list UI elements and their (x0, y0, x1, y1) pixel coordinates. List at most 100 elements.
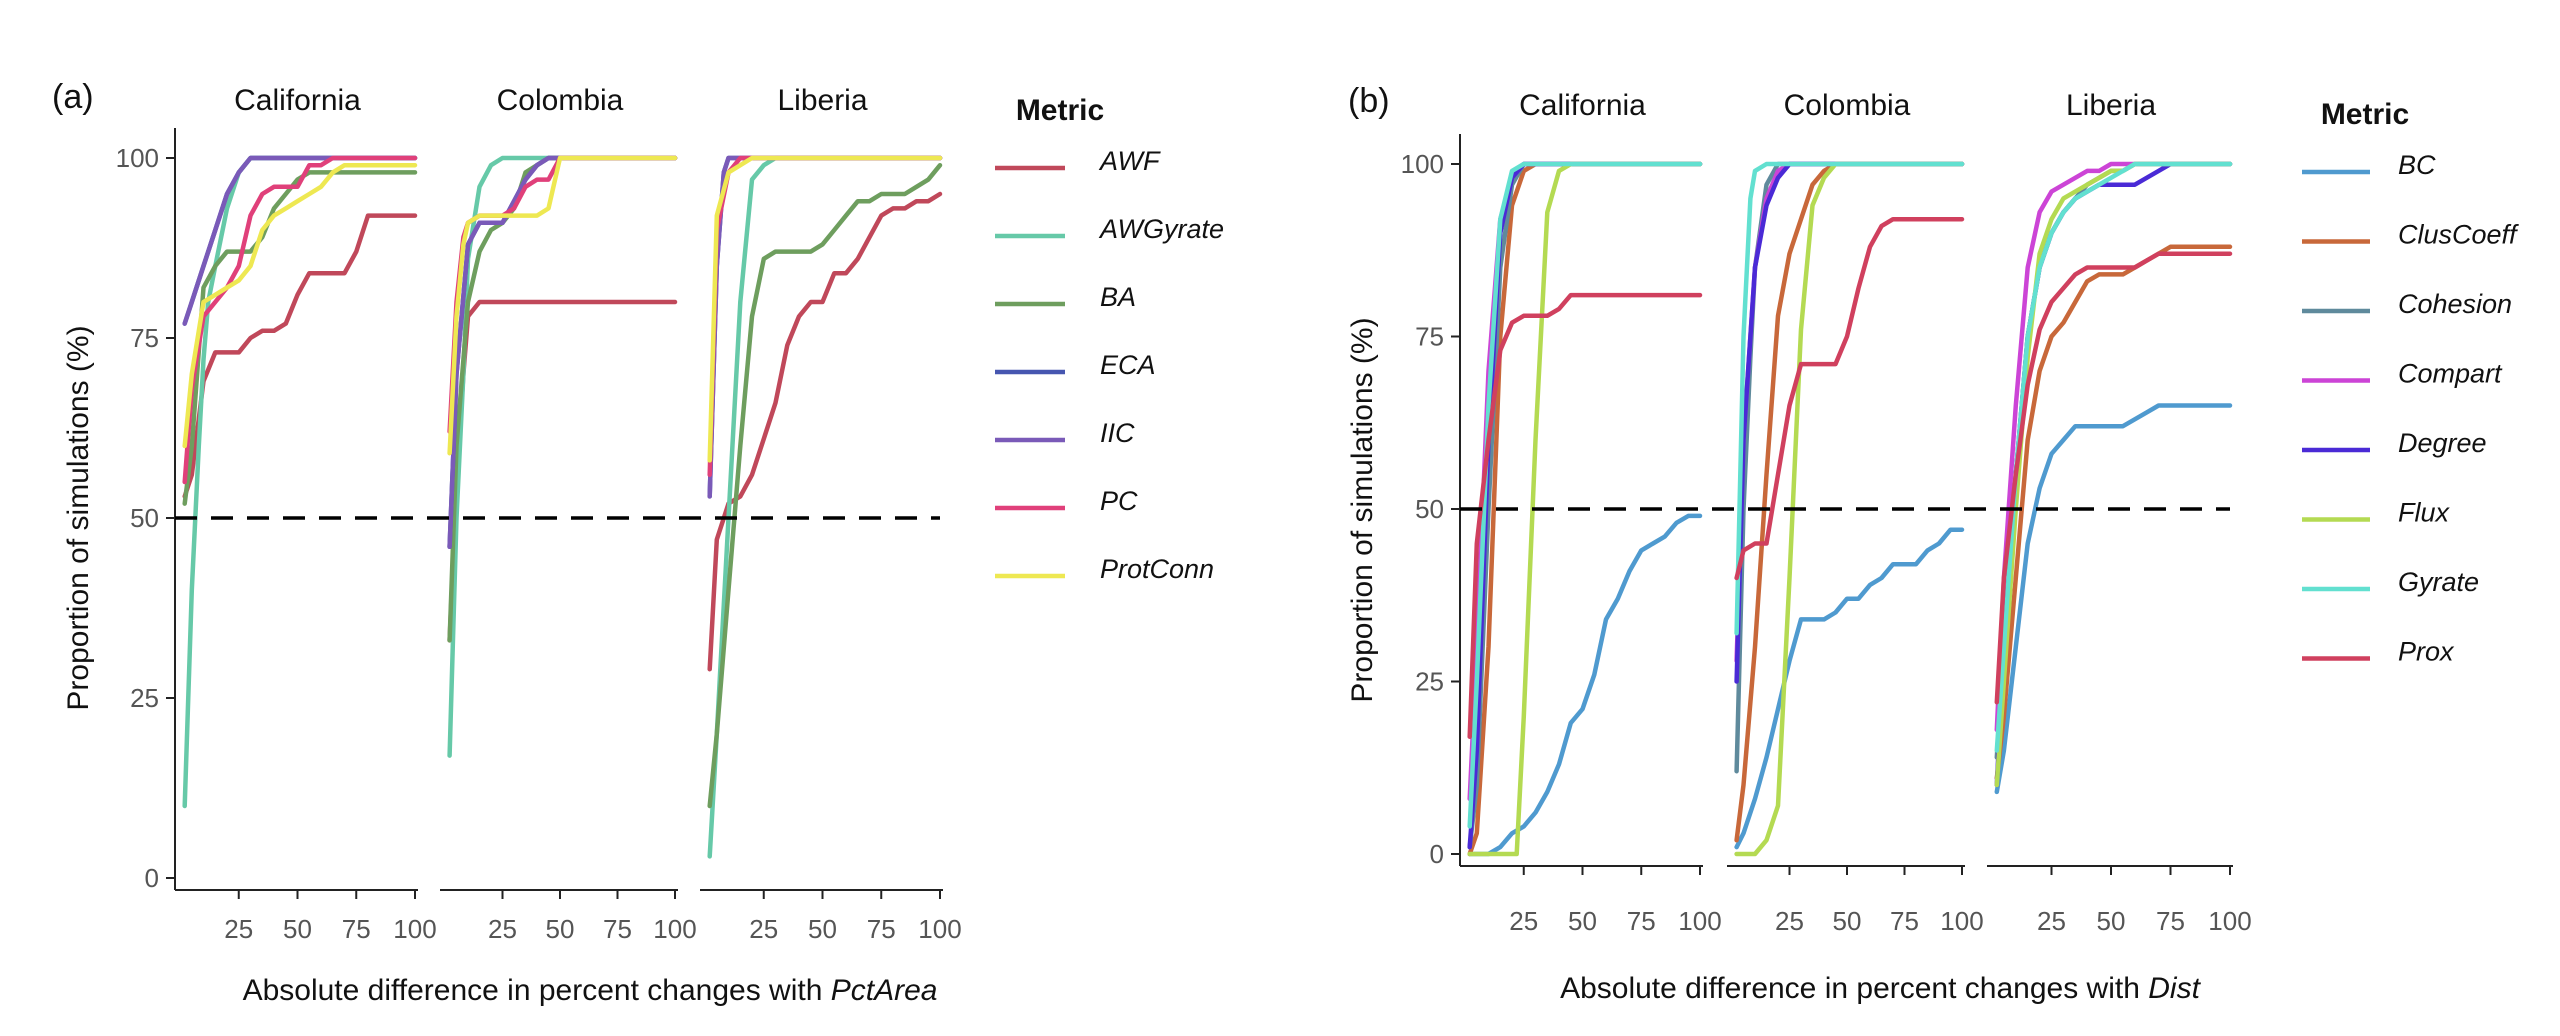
x-tick-label: 25 (224, 914, 253, 944)
series-line-protconn (447, 155, 678, 456)
x-tick-label: 100 (653, 914, 696, 944)
y-tick-label: 75 (1415, 322, 1444, 352)
series-line-awf (182, 213, 418, 499)
series-line-prox (1467, 292, 1703, 739)
legend-label: ProtConn (1100, 554, 1214, 584)
legend-label: BA (1100, 282, 1136, 312)
series-line-awf (447, 299, 678, 643)
x-tick-label: 100 (2208, 906, 2251, 936)
x-axis-title-variable: PctArea (831, 974, 938, 1007)
facet-california: California 25 50 75 100 (175, 84, 437, 944)
legend-label: AWF (1098, 146, 1161, 176)
legend-label: Prox (2398, 637, 2455, 667)
x-tick-label: 25 (488, 914, 517, 944)
legend-title: Metric (2321, 98, 2409, 131)
series-line-awf (707, 191, 943, 672)
series-line-protconn (707, 155, 943, 463)
legend: Metric AWF AWGyrate BA ECA IIC PC ProtConn (995, 94, 1224, 584)
x-tick-label: 25 (1509, 906, 1538, 936)
facet-california: California 25 50 75 100 (1460, 89, 1722, 936)
x-tick-label: 50 (2097, 906, 2126, 936)
legend: Metric BC ClusCoeff Cohesion Compart Degree Fl… (2302, 98, 2519, 667)
legend-label: Flux (2398, 498, 2451, 528)
facet-title: Liberia (777, 84, 867, 117)
x-tick-label: 75 (342, 914, 371, 944)
legend-label: Compart (2398, 359, 2503, 389)
series-line-cohesion (1467, 161, 1703, 850)
facet-title: Colombia (1784, 89, 1911, 122)
y-axis-title: Proportion of simulations (%) (62, 325, 95, 710)
legend-label: PC (1100, 486, 1138, 516)
y-tick-label: 50 (130, 503, 159, 533)
y-tick-label: 75 (130, 323, 159, 353)
panel-label: (a) (52, 78, 94, 116)
x-tick-label: 50 (1568, 906, 1597, 936)
series-line-cluscoeff (1994, 244, 2233, 781)
x-tick-label: 75 (1890, 906, 1919, 936)
legend-label: IIC (1100, 418, 1135, 448)
legend-label: Cohesion (2398, 289, 2512, 319)
series-line-awgyrate (182, 155, 418, 809)
series-line-bc (1467, 513, 1703, 857)
x-axis-title-text: Absolute difference in percent changes w… (243, 974, 831, 1007)
x-tick-label: 50 (1833, 906, 1862, 936)
facet-title: California (234, 84, 361, 117)
series-line-ba (707, 162, 943, 809)
x-tick-label: 75 (1627, 906, 1656, 936)
facet-colombia: Colombia 25 50 75 100 (1727, 89, 1984, 936)
facet-liberia: Liberia 25 50 75 100 (700, 84, 962, 944)
series-line-pc (447, 155, 678, 434)
x-tick-label: 75 (603, 914, 632, 944)
x-tick-label: 100 (393, 914, 436, 944)
y-tick-label: 25 (130, 683, 159, 713)
y-tick-label: 50 (1415, 494, 1444, 524)
legend-label: Gyrate (2398, 567, 2479, 597)
series-line-prox (1994, 251, 2233, 705)
facet-title: Liberia (2066, 89, 2156, 122)
x-tick-label: 25 (749, 914, 778, 944)
x-tick-label: 50 (283, 914, 312, 944)
facet-title: Colombia (497, 84, 624, 117)
series-line-bc (1994, 403, 2233, 795)
legend-label: ClusCoeff (2398, 220, 2519, 250)
x-axis-title-variable: Dist (2148, 972, 2201, 1005)
facet-liberia: Liberia 25 50 75 100 (1987, 89, 2252, 936)
series-line-awgyrate (447, 155, 678, 758)
x-axis-title: Absolute difference in percent changes w… (243, 974, 938, 1007)
legend-title: Metric (1016, 94, 1104, 127)
series-line-cohesion (1734, 161, 1965, 774)
y-tick-label: 100 (116, 143, 159, 173)
chart-panel-a: (a) 0 25 50 75 100 Proportion of simulations (… (52, 78, 1224, 1007)
series-line-protconn (182, 162, 418, 449)
legend-label: Degree (2398, 428, 2487, 458)
series-line-pc (182, 155, 418, 485)
y-tick-label: 100 (1401, 149, 1444, 179)
series-line-compart (1994, 161, 2233, 733)
x-axis-title: Absolute difference in percent changes w… (1560, 972, 2201, 1005)
y-axis-title: Proportion of simulations (%) (1346, 317, 1379, 702)
chart-panel-b: (b) 0 25 50 75 100 Proportion of simulations (… (1346, 82, 2519, 1005)
legend-label: BC (2398, 150, 2436, 180)
facet-colombia: Colombia 25 50 75 100 (440, 84, 697, 944)
x-tick-label: 25 (2037, 906, 2066, 936)
series-line-degree (1467, 161, 1703, 850)
series-line-iic (182, 155, 418, 326)
y-tick-label: 0 (1430, 839, 1444, 869)
x-tick-label: 50 (546, 914, 575, 944)
x-tick-label: 100 (1940, 906, 1983, 936)
x-axis-title-text: Absolute difference in percent changes w… (1560, 972, 2148, 1005)
y-tick-label: 0 (145, 863, 159, 893)
series-line-awgyrate (707, 155, 943, 859)
series-line-ba (447, 155, 678, 643)
x-tick-label: 75 (867, 914, 896, 944)
legend-label: AWGyrate (1098, 214, 1224, 244)
y-tick-label: 25 (1415, 667, 1444, 697)
x-tick-label: 50 (808, 914, 837, 944)
x-tick-label: 100 (918, 914, 961, 944)
series-line-gyrate (1467, 161, 1703, 829)
x-tick-label: 100 (1678, 906, 1721, 936)
x-tick-label: 25 (1775, 906, 1804, 936)
series-line-bc (1734, 527, 1965, 850)
legend-label: ECA (1100, 350, 1156, 380)
